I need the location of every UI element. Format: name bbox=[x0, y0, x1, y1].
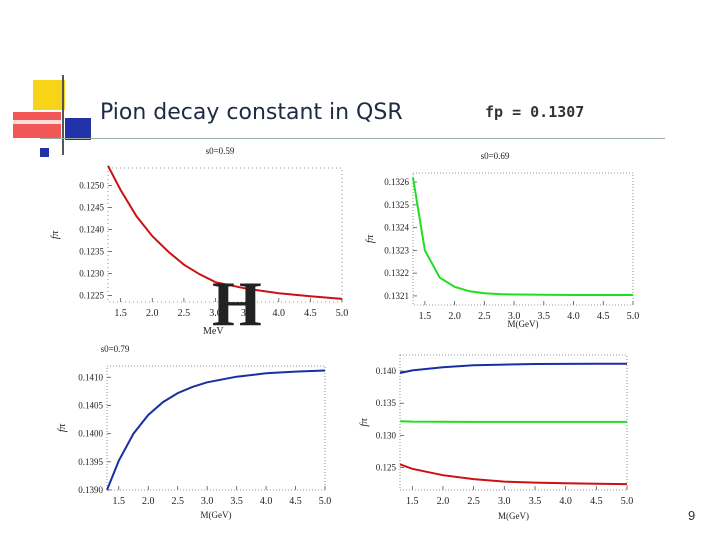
x-tick-label: 4.0 bbox=[567, 311, 580, 322]
y-tick-label: 0.1250 bbox=[79, 181, 104, 191]
plot-frame bbox=[412, 172, 634, 306]
series-line-green bbox=[399, 420, 627, 423]
series-line-blue bbox=[399, 362, 627, 374]
y-tick-label: 0.1400 bbox=[78, 429, 103, 439]
x-tick-label: 1.5 bbox=[419, 311, 432, 322]
x-tick-label: 5.0 bbox=[336, 308, 349, 319]
chart-bottom-left: 1.5 2.0 2.5 3.0 3.5 4.0 4.5 5.0 0.1390 0.1395 0.14… bbox=[56, 344, 332, 520]
y-tick-label: 0.1322 bbox=[384, 268, 409, 278]
x-tick-label: 4.5 bbox=[590, 496, 603, 507]
title-underline bbox=[40, 138, 665, 139]
series-line-red bbox=[399, 463, 628, 486]
x-tick-label: 1.5 bbox=[113, 496, 126, 507]
x-tick-label: 4.0 bbox=[260, 496, 273, 507]
series-line-green bbox=[412, 177, 633, 296]
y-axis-label: fπ bbox=[49, 230, 61, 239]
plot-frame bbox=[107, 167, 343, 303]
y-tick-label: 0.1323 bbox=[384, 245, 409, 255]
plot-frame bbox=[106, 365, 326, 491]
x-tick-label: 3.0 bbox=[209, 308, 222, 319]
y-tick-label: 0.1235 bbox=[79, 246, 104, 256]
y-tick-label: 0.135 bbox=[376, 398, 397, 408]
x-axis-label: M(GeV) bbox=[498, 511, 529, 521]
y-axis-label: fπ bbox=[56, 423, 68, 432]
series-line-blue bbox=[106, 369, 326, 491]
chart-title: s0=0.59 bbox=[206, 146, 235, 156]
x-tick-label: 3.5 bbox=[241, 308, 254, 319]
x-tick-label: 1.5 bbox=[114, 308, 127, 319]
y-tick-label: 0.1405 bbox=[78, 400, 103, 410]
x-tick-label: 2.0 bbox=[146, 308, 159, 319]
y-tick-label: 0.140 bbox=[376, 366, 397, 376]
y-tick-label: 0.1230 bbox=[79, 268, 104, 278]
page-number: 9 bbox=[688, 508, 696, 523]
x-tick-label: 3.5 bbox=[538, 311, 551, 322]
x-tick-label: 3.0 bbox=[508, 311, 520, 322]
x-axis-label: M(GeV) bbox=[201, 510, 232, 520]
x-tick-label: 2.5 bbox=[178, 308, 191, 319]
y-tick-label: 0.1321 bbox=[384, 291, 409, 301]
y-tick-label: 0.1326 bbox=[384, 177, 409, 187]
x-axis-label: M(GeV) bbox=[508, 319, 539, 329]
x-tick-label: 2.0 bbox=[142, 496, 155, 507]
x-tick-label: 2.5 bbox=[171, 496, 184, 507]
x-tick-label: 4.5 bbox=[597, 311, 610, 322]
chart-bottom-right: 1.5 2.0 2.5 3.0 3.5 4.0 4.5 5.0 0.125 0.130 0.135 0… bbox=[358, 354, 634, 521]
x-tick-label: 2.0 bbox=[448, 311, 461, 322]
deco-red-square bbox=[13, 112, 61, 138]
chart-top-left: 1.5 2.0 2.5 3.0 3.5 4.0 4.5 5.0 0.1225 0.1230 0.12… bbox=[49, 146, 349, 319]
x-tick-label: 5.0 bbox=[319, 496, 332, 507]
series-line-red bbox=[107, 165, 343, 300]
chart-title: s0=0.69 bbox=[481, 151, 510, 161]
y-tick-label: 0.1245 bbox=[79, 203, 104, 213]
y-tick-label: 0.1410 bbox=[78, 372, 103, 382]
x-tick-label: 3.5 bbox=[529, 496, 542, 507]
x-tick-label: 2.5 bbox=[467, 496, 480, 507]
y-tick-label: 0.1240 bbox=[79, 225, 104, 235]
y-tick-label: 0.1395 bbox=[78, 457, 103, 467]
y-tick-label: 0.1225 bbox=[79, 290, 104, 300]
y-axis-label: fπ bbox=[358, 418, 370, 427]
deco-white-stripe bbox=[13, 120, 61, 124]
x-tick-label: 3.0 bbox=[498, 496, 511, 507]
overlay-unit: MeV bbox=[203, 326, 224, 337]
deco-yellow-square bbox=[33, 80, 65, 110]
x-tick-label: 5.0 bbox=[627, 311, 640, 322]
deco-blue-square bbox=[65, 118, 91, 140]
x-tick-label: 3.0 bbox=[201, 496, 214, 507]
x-tick-label: 4.0 bbox=[559, 496, 572, 507]
deco-vertical-line bbox=[62, 75, 64, 155]
x-tick-label: 5.0 bbox=[621, 496, 634, 507]
overlay-letter-h: H bbox=[212, 268, 262, 339]
x-tick-label: 3.5 bbox=[230, 496, 243, 507]
y-tick-label: 0.130 bbox=[376, 430, 397, 440]
x-tick-label: 4.5 bbox=[289, 496, 302, 507]
x-tick-label: 4.5 bbox=[304, 308, 317, 319]
deco-small-blue-square bbox=[40, 148, 49, 157]
x-tick-label: 2.5 bbox=[478, 311, 491, 322]
chart-title: s0=0.79 bbox=[101, 344, 130, 354]
formula-fp: fp = 0.1307 bbox=[485, 103, 585, 121]
y-tick-label: 0.1325 bbox=[384, 200, 409, 210]
x-tick-label: 2.0 bbox=[437, 496, 450, 507]
y-tick-label: 0.125 bbox=[376, 463, 397, 473]
y-tick-label: 0.1324 bbox=[384, 223, 409, 233]
chart-top-right: 1.5 2.0 2.5 3.0 3.5 4.0 4.5 5.0 0.1321 0.1322 0.13… bbox=[364, 151, 640, 329]
x-tick-label: 4.0 bbox=[273, 308, 286, 319]
y-axis-label: fπ bbox=[364, 234, 376, 243]
y-tick-label: 0.1390 bbox=[78, 485, 103, 495]
x-tick-label: 1.5 bbox=[406, 496, 419, 507]
slide-title: Pion decay constant in QSR bbox=[100, 100, 403, 125]
